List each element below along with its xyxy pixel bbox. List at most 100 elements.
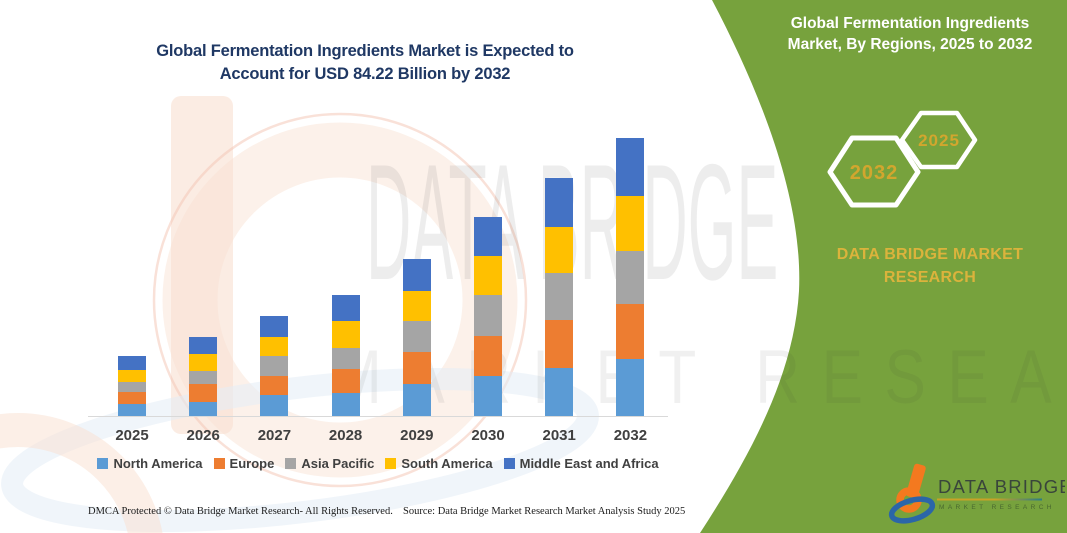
bar-segment-north-america <box>260 395 289 416</box>
legend-label-north-america: North America <box>113 456 203 471</box>
bar-segment-asia-pacific <box>118 381 146 392</box>
x-axis-label-2028: 2028 <box>328 427 363 444</box>
bar-segment-north-america <box>189 401 218 416</box>
side-panel-heading-line1: Global Fermentation Ingredients <box>790 15 1030 32</box>
bar-segment-europe <box>616 304 645 360</box>
bar-segment-north-america <box>402 384 431 416</box>
legend-swatch-europe <box>213 458 225 469</box>
bar-segment-asia-pacific <box>331 348 360 370</box>
watermark-text-line2: MARKET RESEARCH <box>330 335 1067 420</box>
legend-label-asia-pacific: Asia Pacific <box>301 456 375 471</box>
bar-segment-middle-east-and-africa <box>260 316 289 338</box>
x-axis-label-2029: 2029 <box>400 427 434 444</box>
bar-segment-middle-east-and-africa <box>118 355 146 370</box>
bar-segment-middle-east-and-africa <box>545 177 574 227</box>
chart-legend: North America Europe Asia Pacific South Ame… <box>78 456 678 471</box>
legend-label-south-america: South America <box>401 456 493 471</box>
bar-segment-europe <box>118 391 146 404</box>
bar-2025 <box>118 355 146 416</box>
legend-label-middle-east-and-africa: Middle East and Africa <box>519 456 659 471</box>
bar-segment-south-america <box>474 256 502 295</box>
bar-segment-south-america <box>616 195 645 251</box>
bar-segment-europe <box>402 352 431 385</box>
x-axis-line <box>88 416 668 417</box>
bar-segment-middle-east-and-africa <box>189 337 218 354</box>
watermark-b-stem <box>171 96 233 434</box>
bar-segment-south-america <box>545 226 574 274</box>
bar-segment-south-america <box>189 354 218 371</box>
bar-segment-north-america <box>474 376 502 416</box>
hexagon-badge-2032 <box>827 135 921 208</box>
dbmr-logo: DATA BRIDGE MARKET RESEARCH <box>888 463 1065 524</box>
side-panel-polygon <box>700 0 1067 533</box>
bar-segment-asia-pacific <box>616 250 645 305</box>
chart-title-line1: Global Fermentation Ingredients Market i… <box>156 42 574 60</box>
legend-item-europe: Europe <box>213 456 275 471</box>
year-badges: 2025 2032 <box>827 110 978 208</box>
bar-segment-asia-pacific <box>402 321 431 353</box>
bar-segment-south-america <box>118 369 146 382</box>
bar-segment-europe <box>260 376 289 396</box>
badge-year-2025: 2025 <box>918 131 960 150</box>
watermark-b-outline <box>152 112 528 488</box>
x-axis-label-2026: 2026 <box>186 427 220 444</box>
bar-segment-south-america <box>402 291 431 322</box>
legend-label-europe: Europe <box>229 456 275 471</box>
bar-segment-middle-east-and-africa <box>402 258 431 292</box>
bar-2029 <box>402 258 431 416</box>
chart-title: Global Fermentation Ingredients Market i… <box>110 40 620 86</box>
brand-caption: DATA BRIDGE MARKET RESEARCH <box>836 246 1024 286</box>
watermark-corner-arc <box>0 413 163 533</box>
bar-segment-europe <box>474 335 502 377</box>
x-axis-label-2030: 2030 <box>471 427 505 444</box>
side-panel-heading-line2: Market, By Regions, 2025 to 2032 <box>787 36 1033 53</box>
bar-2028 <box>331 294 360 416</box>
badge-year-2032: 2032 <box>850 162 899 184</box>
bar-segment-north-america <box>616 359 645 416</box>
logo-subtitle: MARKET RESEARCH <box>939 504 1055 511</box>
bar-2032 <box>616 138 645 416</box>
bar-segment-europe <box>189 384 218 402</box>
bar-segment-north-america <box>118 403 146 416</box>
side-panel-heading: Global Fermentation Ingredients Market, … <box>765 13 1055 55</box>
legend-item-south-america: South America <box>385 456 493 471</box>
watermark-swoosh <box>1 368 599 532</box>
legend-item-asia-pacific: Asia Pacific <box>285 456 374 471</box>
bar-segment-north-america <box>545 367 574 416</box>
footer-source-note: Source: Data Bridge Market Research Mark… <box>403 506 686 517</box>
bar-2027 <box>260 316 289 416</box>
hexagon-badge-2025 <box>899 110 978 170</box>
bar-segment-middle-east-and-africa <box>616 138 645 196</box>
bar-2026 <box>189 337 218 416</box>
x-axis-label-2032: 2032 <box>613 427 648 444</box>
bar-chart-plot-area <box>90 136 668 416</box>
bar-2031 <box>545 177 574 416</box>
bar-segment-south-america <box>331 320 360 349</box>
bar-segment-south-america <box>260 337 289 357</box>
bar-segment-asia-pacific <box>260 356 289 377</box>
x-axis-label-2031: 2031 <box>542 427 576 444</box>
bar-segment-asia-pacific <box>189 370 218 384</box>
legend-swatch-north-america <box>97 458 109 469</box>
bar-segment-middle-east-and-africa <box>474 217 502 257</box>
legend-item-middle-east-and-africa: Middle East and Africa <box>503 456 659 471</box>
x-axis-labels: 2025 2026 2027 2028 2029 2030 2031 2032 <box>90 427 668 445</box>
bar-segment-europe <box>331 369 360 393</box>
logo-b-icon <box>888 463 936 524</box>
x-axis-label-2027: 2027 <box>257 427 292 444</box>
bar-segment-asia-pacific <box>474 294 502 336</box>
bar-segment-north-america <box>331 392 360 416</box>
chart-title-line2: Account for USD 84.22 Billion by 2032 <box>219 65 511 83</box>
bar-2030 <box>474 217 502 416</box>
logo-underline <box>937 498 1042 501</box>
bar-segment-asia-pacific <box>545 273 574 320</box>
legend-item-north-america: North America <box>97 456 203 471</box>
bar-segment-middle-east-and-africa <box>331 294 360 321</box>
legend-swatch-middle-east-and-africa <box>503 458 515 469</box>
bar-segment-europe <box>545 319 574 368</box>
legend-swatch-asia-pacific <box>285 458 297 469</box>
footer-dmca-note: DMCA Protected © Data Bridge Market Rese… <box>88 506 393 517</box>
x-axis-label-2025: 2025 <box>115 427 149 444</box>
